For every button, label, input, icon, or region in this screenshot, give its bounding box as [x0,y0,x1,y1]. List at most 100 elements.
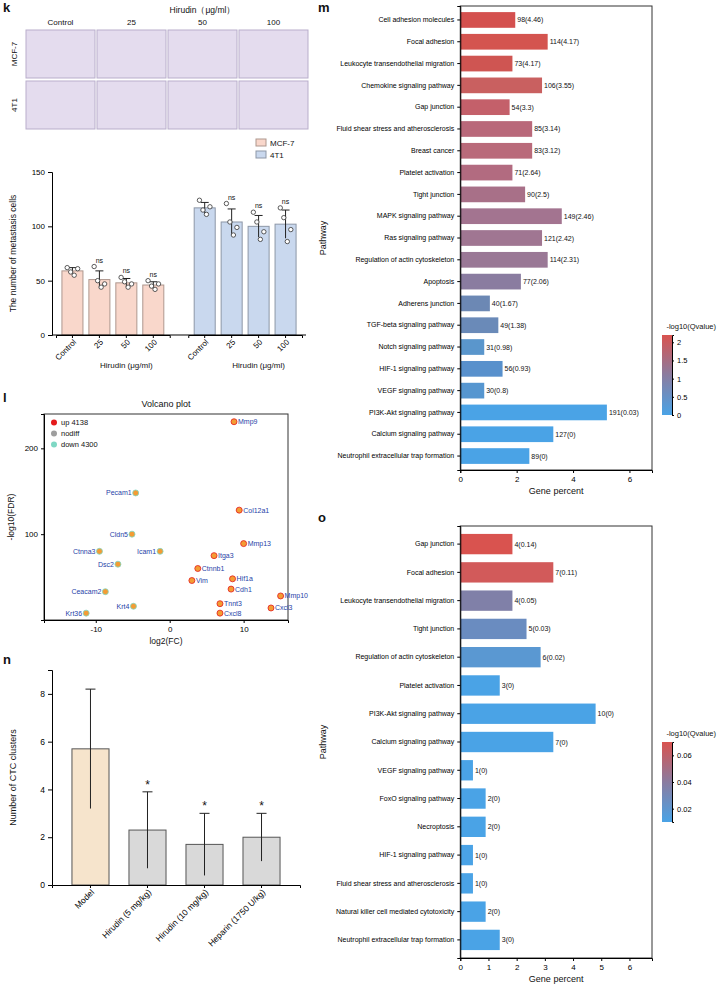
bar [460,760,473,780]
tick-label: Control [186,338,211,363]
panel-letter: n [3,652,11,667]
tick-label: VEGF signaling pathway [378,387,455,395]
tick-mark [457,347,460,348]
tick-label: 0 [677,411,681,420]
tick-mark [457,939,460,940]
tick: 0 [459,958,464,972]
data-point [129,531,135,537]
axis: Cell adhesion moleculesFocal adhesionLeu… [336,7,460,471]
annotations: nsnsnsnsnsns [96,194,290,278]
legend-label: 4T1 [270,151,284,160]
tick-label: 100 [25,530,39,539]
error-cap [282,210,290,211]
tick: PI3K-Akt signaling pathway [369,710,460,718]
tick: 4 [571,958,576,972]
data-point [235,225,239,229]
axis-line [57,336,171,339]
tick-mark [457,19,460,20]
tick: Calcium signaling pathway [371,430,460,438]
tick-label: Ras signaling pathway [384,234,455,242]
tick-label: 100 [143,337,159,353]
tick-label: 1 [677,375,681,384]
error-bar [204,813,205,875]
tick: 100 [32,222,52,231]
tick-label: 50 [252,337,265,350]
bar [460,647,540,667]
tick-label: 2 [515,475,520,484]
data-point [119,275,123,279]
data-point [285,239,289,243]
gene-label: Cldn5 [110,531,128,538]
tick-mark [460,958,461,961]
tick-label: Breast cancer [411,147,455,154]
tick-mark [457,128,460,129]
tick-mark [457,85,460,86]
tick-mark [672,342,674,343]
row-label: 4T1 [10,98,19,112]
axis: Control2550100 [53,335,170,362]
axis-line [461,471,653,474]
bar-annotation: 3(0) [502,682,514,690]
tick-label: Cell adhesion molecules [378,16,454,23]
legend-label: MCF-7 [270,139,295,148]
tick: 5 [600,958,605,972]
tick-label: 2 [40,832,45,842]
tick-mark [457,770,460,771]
tick: HIF-1 signaling pathway [379,851,460,859]
tick-label: 6 [40,737,45,747]
tick: Heparin (1750 U/kg) [206,885,267,948]
tick-mark [517,958,518,961]
bar-annotations: 98(4.46)114(4.17)73(4.17)106(3.55)54(3.3… [486,16,639,460]
gene-label: Krt4 [117,603,130,610]
tick: VEGF signaling pathway [378,387,461,395]
data-point [217,601,223,607]
bar [143,285,164,335]
micrograph [239,81,308,129]
tick-label: Apoptosis [424,278,455,286]
data-point [68,270,72,274]
tick-label: TGF-beta signaling pathway [367,321,455,329]
significance: ns [123,267,131,274]
tick-mark [573,470,574,473]
gene-label: Col12a1 [243,507,269,514]
column-label: Control [48,18,74,27]
plot-frame [44,414,288,620]
tick: Focal adhesion [407,569,460,576]
tick: 0 [459,470,464,484]
tick: MAPK signaling pathway [377,212,460,220]
tick-mark [629,470,630,473]
tick: Adherens junction [398,300,460,308]
bar [460,901,485,921]
bar [89,280,110,335]
bar-annotation: 30(0.8) [486,387,508,395]
tick: Cell adhesion molecules [378,16,460,23]
bar [460,274,521,290]
tick-label: Neutrophil extracellular trap formation [338,452,455,460]
error-cap [95,270,103,271]
tick-label: Focal adhesion [407,38,455,45]
bar [460,675,499,695]
bar-annotation: 1(0) [475,767,487,775]
data-point [153,287,157,291]
tick: Hirudin (5 mg/kg) [100,885,153,940]
bar-annotation: 5(0.03) [529,625,551,633]
tick-label: 100 [275,337,291,353]
tick-mark [48,226,52,227]
data-point [129,282,133,286]
tick-label: Heparin (1750 U/kg) [206,887,267,948]
tick-label: Regulation of actin cytoskeleton [355,653,454,661]
tick-label: -10 [90,625,102,634]
legend-swatch [256,139,266,146]
bar-annotation: 106(3.55) [544,82,574,90]
tick: 1 [487,958,492,972]
tick-label: 6 [628,963,633,972]
tick-label: 10 [240,625,249,634]
bar-annotation: 3(0) [502,936,514,944]
tick-label: MAPK signaling pathway [377,212,455,220]
axis: 100200 [25,415,45,621]
gene-labels: Mmp9Col12a1Mmp13Itga3Ctnnb1VimHif1aCdh1T… [65,418,308,616]
axis-title: Hirudin (μg/ml) [232,361,285,370]
tick: 6 [628,958,633,972]
tick-label: Fluid shear stress and atherosclerosis [336,880,454,887]
error-cap [85,689,95,690]
